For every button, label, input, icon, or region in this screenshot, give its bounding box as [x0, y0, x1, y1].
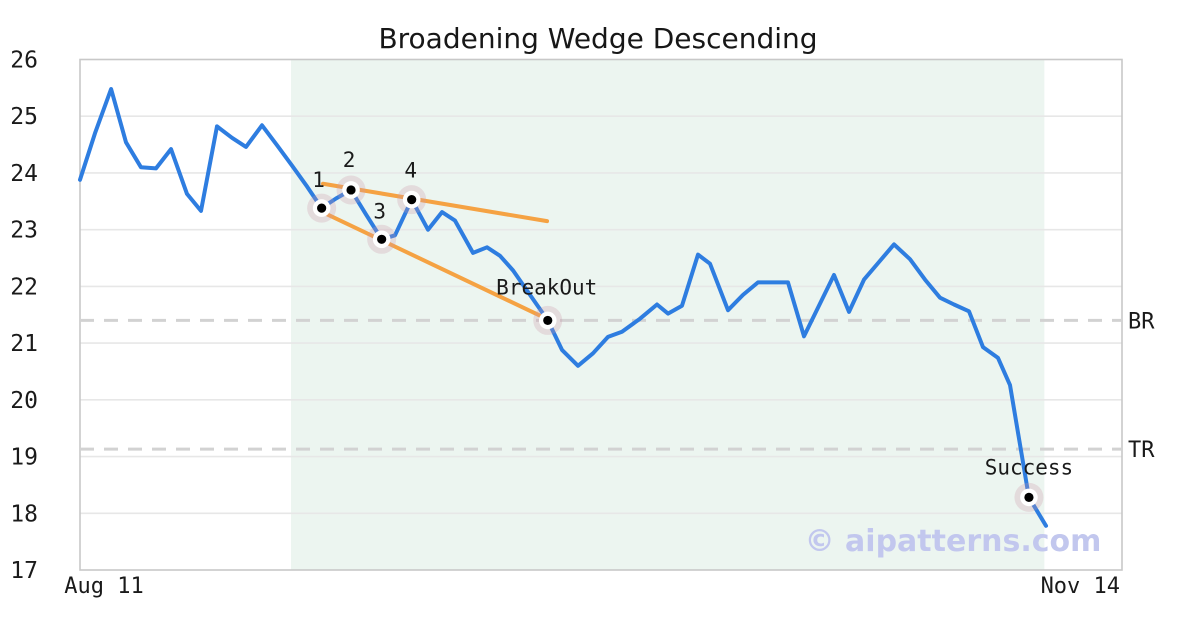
- marker-dot-2: [346, 185, 356, 195]
- level-label-tr: TR: [1128, 438, 1155, 463]
- y-tick-label: 23: [10, 218, 38, 244]
- chart-title: Broadening Wedge Descending: [378, 22, 817, 55]
- y-tick-label: 18: [10, 501, 38, 527]
- x-tick-label: Nov 14: [1041, 574, 1120, 599]
- marker-dot-1: [317, 203, 327, 213]
- y-tick-label: 17: [10, 558, 38, 584]
- marker-label-4: 4: [404, 159, 417, 183]
- trendline-lower: [324, 211, 550, 322]
- y-tick-label: 22: [10, 274, 38, 300]
- y-tick-label: 26: [10, 48, 38, 74]
- watermark: © aipatterns.com: [805, 524, 1102, 559]
- marker-label-2: 2: [343, 148, 356, 172]
- y-tick-label: 20: [10, 388, 38, 414]
- y-tick-label: 21: [10, 331, 38, 357]
- marker-label-1: 1: [312, 168, 325, 192]
- marker-label-3: 3: [373, 199, 386, 223]
- marker-dot-4: [407, 195, 417, 205]
- plot-border: [79, 58, 1123, 571]
- marker-label-success: Success: [985, 455, 1074, 479]
- level-label-br: BR: [1128, 309, 1155, 334]
- y-tick-label: 24: [10, 161, 38, 187]
- marker-dot-success: [1024, 492, 1034, 502]
- x-tick-label: Aug 11: [64, 574, 143, 599]
- y-tick-label: 25: [10, 104, 38, 130]
- marker-label-breakout: BreakOut: [496, 275, 597, 299]
- marker-dot-3: [377, 234, 387, 244]
- marker-dot-breakout: [543, 315, 553, 326]
- trendline-upper: [320, 181, 550, 224]
- y-tick-label: 19: [10, 445, 38, 471]
